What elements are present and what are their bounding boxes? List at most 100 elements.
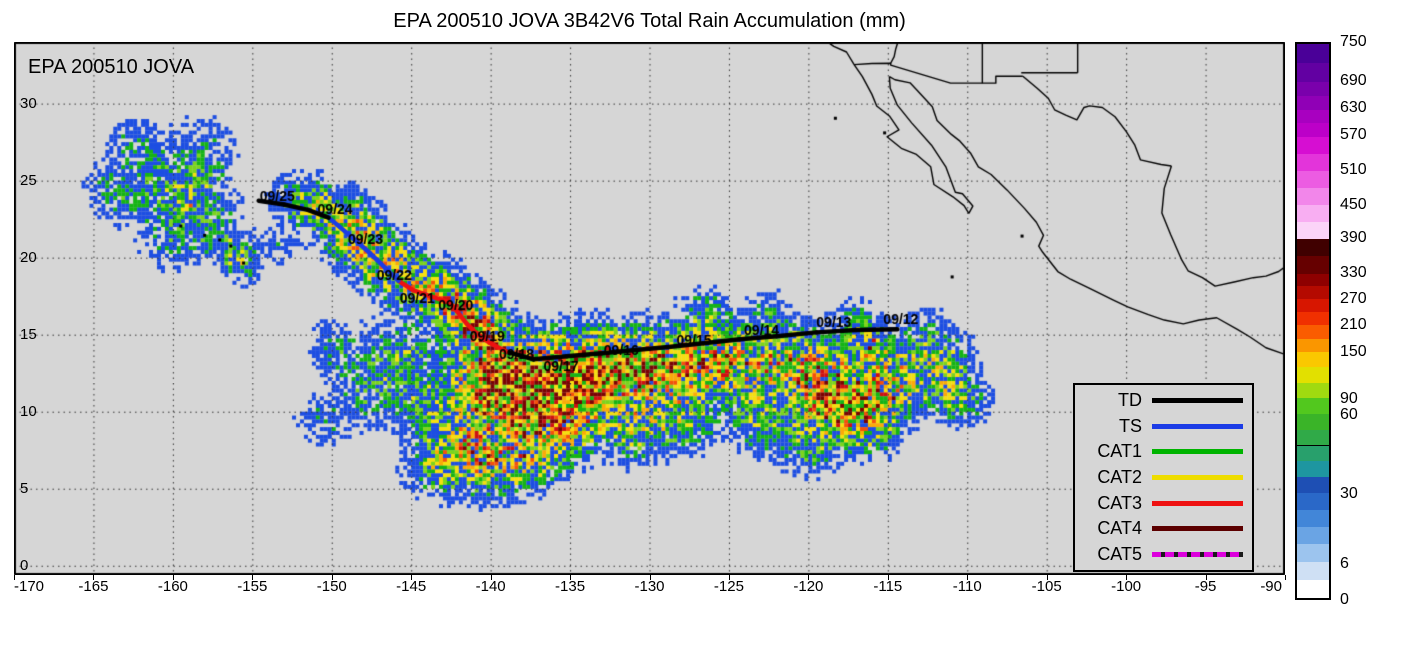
x-axis-tick — [490, 575, 492, 580]
colorbar-tick-label: 270 — [1340, 289, 1367, 307]
x-axis-tick-label: -100 — [1111, 578, 1142, 595]
colorbar-cell — [1297, 108, 1329, 124]
storm-category-legend: TD TS CAT1 CAT2 CAT3 CAT4 CAT5 — [1073, 383, 1254, 572]
y-axis-tick-label: 5 — [20, 479, 29, 497]
y-axis-tick-label: 20 — [20, 248, 37, 266]
x-axis-tick — [14, 575, 15, 580]
colorbar-cell — [1297, 297, 1329, 312]
x-axis-tick-label: -120 — [793, 578, 824, 595]
colorbar-cell — [1297, 526, 1329, 545]
x-axis-tick-label: -135 — [555, 578, 586, 595]
legend-line-sample — [1152, 449, 1243, 455]
legend-line-sample — [1152, 526, 1243, 532]
legend-label: CAT3 — [1097, 492, 1142, 513]
x-axis-tick — [411, 575, 413, 580]
colorbar-cell — [1297, 187, 1329, 206]
x-axis-tick-label: -130 — [634, 578, 665, 595]
x-axis-tick-label: -125 — [713, 578, 744, 595]
colorbar-cell — [1297, 62, 1329, 83]
chart-title: EPA 200510 JOVA 3B42V6 Total Rain Accumu… — [393, 10, 906, 32]
colorbar-cell — [1297, 81, 1329, 97]
colorbar-cell — [1297, 95, 1329, 110]
legend-label: CAT4 — [1097, 518, 1142, 539]
colorbar-cell — [1297, 475, 1329, 493]
colorbar-tick-label: 570 — [1340, 126, 1367, 144]
x-axis-tick-label: -115 — [873, 578, 903, 595]
colorbar-cell — [1297, 366, 1329, 383]
colorbar-cell — [1297, 351, 1329, 368]
legend-item-cat3: CAT3 — [1084, 493, 1243, 514]
colorbar-tick-label: 0 — [1340, 591, 1349, 608]
colorbar-cell — [1297, 397, 1329, 415]
colorbar-tick-label: 330 — [1340, 264, 1367, 282]
y-axis-tick-label: 10 — [20, 402, 37, 420]
x-axis-tick — [1205, 575, 1207, 580]
colorbar-cell — [1297, 169, 1329, 189]
colorbar-cell — [1297, 272, 1329, 287]
x-axis-tick — [1046, 575, 1048, 580]
x-axis-tick — [728, 575, 730, 580]
legend-line-sample — [1152, 398, 1243, 404]
colorbar-cell — [1297, 204, 1329, 223]
x-axis-tick — [93, 575, 95, 580]
x-axis-tick-label: -95 — [1194, 578, 1217, 595]
x-axis-tick — [967, 575, 969, 580]
x-axis-tick-label: -150 — [316, 578, 347, 595]
colorbar-cell — [1297, 135, 1329, 154]
legend-line-sample — [1152, 551, 1243, 557]
x-axis-tick — [172, 575, 174, 580]
colorbar-tick-label: 90 — [1340, 389, 1358, 407]
colorbar-cell — [1297, 43, 1329, 64]
legend-item-ts: TS — [1084, 416, 1243, 437]
x-axis-tick — [1285, 575, 1286, 580]
colorbar-tick-label: 390 — [1340, 229, 1367, 247]
legend-item-cat4: CAT4 — [1084, 518, 1243, 539]
x-axis-tick-label: -145 — [396, 578, 427, 595]
colorbar-cell — [1297, 381, 1329, 399]
colorbar-tick-label: 150 — [1340, 343, 1367, 361]
colorbar-cell — [1297, 460, 1329, 477]
x-axis-tick — [649, 575, 651, 580]
y-axis-tick-label: 0 — [20, 556, 29, 574]
x-axis-tick — [331, 575, 333, 580]
colorbar-cell — [1297, 310, 1329, 326]
colorbar-tick-label: 750 — [1340, 33, 1367, 50]
legend-label: CAT2 — [1097, 466, 1142, 487]
colorbar-tick-label: 30 — [1340, 484, 1358, 502]
colorbar-tick-label: 60 — [1340, 405, 1358, 423]
x-axis-tick-label: -105 — [1031, 578, 1062, 595]
colorbar-cell — [1297, 152, 1329, 171]
x-axis-tick-label: -140 — [475, 578, 506, 595]
x-axis-tick-label: -110 — [952, 578, 982, 595]
legend-line-sample — [1152, 500, 1243, 506]
legend-item-cat5: CAT5 — [1084, 544, 1243, 565]
legend-label: CAT5 — [1097, 543, 1142, 564]
colorbar-cell — [1297, 324, 1329, 339]
legend-label: TS — [1118, 415, 1142, 436]
colorbar-cell — [1297, 578, 1329, 598]
y-axis-tick-label: 25 — [20, 171, 37, 189]
x-axis-tick — [252, 575, 254, 580]
x-axis-tick — [570, 575, 572, 580]
colorbar-cell — [1297, 444, 1329, 462]
colorbar-cell — [1297, 285, 1329, 299]
colorbar-cell — [1297, 221, 1329, 239]
colorbar-tick-label: 450 — [1340, 195, 1367, 213]
colorbar-cell — [1297, 337, 1329, 353]
x-axis-tick-label: -165 — [78, 578, 109, 595]
legend-line-sample — [1152, 423, 1243, 429]
colorbar-tick-label: 510 — [1340, 160, 1367, 178]
legend-item-cat1: CAT1 — [1084, 441, 1243, 462]
x-axis-tick-label: -155 — [237, 578, 268, 595]
x-axis-tick — [808, 575, 810, 580]
y-axis-tick-label: 30 — [20, 94, 37, 112]
colorbar-tick-label: 690 — [1340, 71, 1367, 89]
x-axis-tick — [887, 575, 889, 580]
legend-label: TD — [1118, 390, 1142, 411]
colorbar-tick-label: 6 — [1340, 554, 1349, 572]
colorbar-cell — [1297, 255, 1329, 274]
colorbar-cell — [1297, 237, 1329, 257]
x-axis-tick — [1126, 575, 1128, 580]
colorbar-tick-label: 630 — [1340, 99, 1367, 117]
